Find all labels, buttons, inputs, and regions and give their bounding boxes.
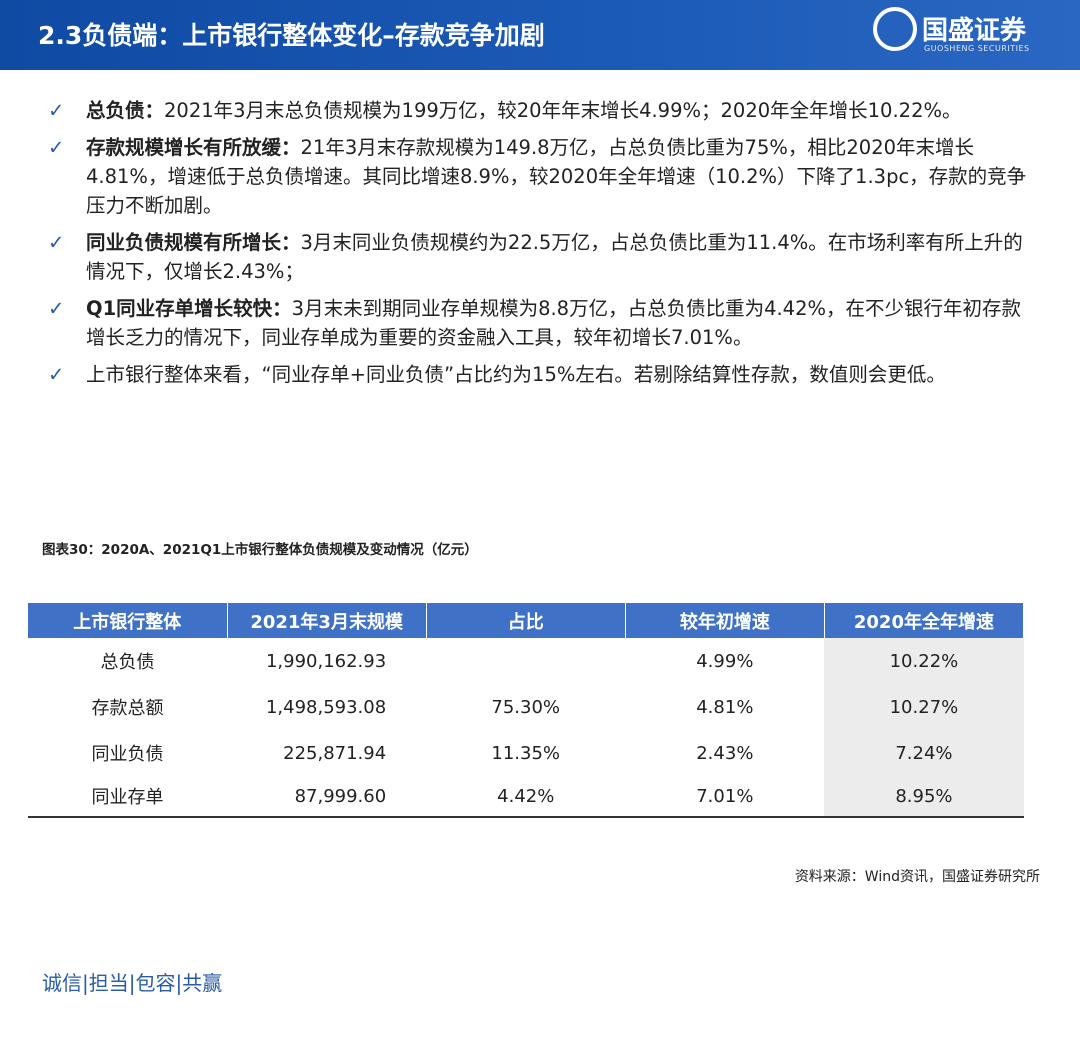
bullets: ✓ 总负债：2021年3月末总负债规模为199万亿，较20年年末增长4.99%；2…: [44, 96, 1034, 397]
check-icon: ✓: [48, 297, 65, 320]
table-cell: 4.81%: [696, 696, 754, 718]
header-cell: 2020年全年增速: [824, 603, 1025, 638]
bullet-lead: Q1同业存单增长较快：: [86, 297, 292, 320]
bullet: ✓ Q1同业存单增长较快：3月末未到期同业存单规模为8.8万亿，占总负债比重为4.…: [44, 294, 1034, 352]
table-cell: 7.01%: [625, 776, 825, 818]
bullet-lead: 存款规模增长有所放缓：: [86, 136, 301, 159]
bullet-text: 21年3月末存款规模为149.8万亿，占总负债比重为75%，相比2020年末增长…: [86, 136, 1027, 217]
table-cell: 同业存单: [28, 776, 228, 818]
table-cell: 10.27%: [824, 684, 1024, 730]
table-cell: 1,990,162.93: [265, 650, 387, 672]
bullet: ✓ 上市银行整体来看，“同业存单+同业负债”占比约为15%左右。若剔除结算性存款，…: [44, 360, 1034, 389]
bullet-text: 3月末同业负债规模约为22.5万亿，占总负债比重为11.4%。在市场利率有所上升…: [86, 231, 1023, 283]
logo: 国盛证券: [922, 16, 1027, 46]
table-cell: 存款总额: [91, 698, 164, 719]
logo-sub: GUOSHENG SECURITIES: [924, 44, 1030, 53]
table-cell: 2.43%: [696, 742, 754, 764]
table-cell: 75.30%: [491, 696, 561, 718]
bullet-text: 2021年3月末总负债规模为199万亿，较20年年末增长4.99%；2020年全…: [164, 99, 962, 122]
logo-mark: [873, 7, 917, 51]
bullet: ✓ 存款规模增长有所放缓：21年3月末存款规模为149.8万亿，占总负债比重为75…: [44, 133, 1034, 220]
table-cell: 225,871.94: [283, 742, 387, 764]
table-row: 总负债 1,990,162.93 4.99% 10.22%: [28, 638, 1024, 684]
bullet: ✓ 总负债：2021年3月末总负债规模为199万亿，较20年年末增长4.99%；2…: [44, 96, 1034, 125]
header-cell: 2021年3月末规模: [227, 603, 427, 638]
table-row: 同业存单 87,999.60 4.42% 7.01% 8.95%: [28, 776, 1024, 818]
table-cell: 87,999.60: [227, 776, 427, 818]
check-icon: ✓: [48, 99, 65, 122]
table-cell: 4.42%: [426, 776, 626, 818]
bullet: ✓ 同业负债规模有所增长：3月末同业负债规模约为22.5万亿，占总负债比重为11.…: [44, 228, 1034, 286]
check-icon: ✓: [48, 231, 65, 254]
table-cell: 4.99%: [696, 650, 754, 672]
table-cell: 11.35%: [491, 742, 561, 764]
bullet-lead: 总负债：: [86, 99, 165, 122]
table-body: 总负债 1,990,162.93 4.99% 10.22% 存款总额 1,498,593.…: [28, 638, 1024, 818]
table-cell: 8.95%: [824, 776, 1024, 818]
table-cell: [426, 638, 625, 684]
table-row: 存款总额 1,498,593.08 75.30% 4.81% 10.27%: [28, 684, 1024, 730]
header-title: 2.3负债端：上市银行整体变化–存款竞争加剧: [38, 21, 545, 50]
table-cell: 7.24%: [824, 730, 1024, 776]
check-icon: ✓: [48, 363, 65, 386]
table-cell: 同业负债: [91, 744, 164, 765]
table-cell: 1,498,593.08: [265, 696, 387, 718]
bullet-text: 上市银行整体来看，“同业存单+同业负债”占比约为15%左右。若剔除结算性存款，数…: [86, 363, 946, 386]
header-cell: 占比: [426, 603, 626, 638]
table-cell: 10.22%: [824, 638, 1024, 684]
table: 上市银行整体 2021年3月末规模 占比 较年初增速 2020年全年增速 总负债 1,99…: [28, 603, 1025, 818]
footer: 诚信|担当|包容|共赢: [42, 971, 223, 995]
header-cell: 较年初增速: [625, 603, 825, 638]
check-icon: ✓: [48, 136, 65, 159]
table-caption: 图表30：2020A、2021Q1上市银行整体负债规模及变动情况（亿元）: [42, 542, 478, 558]
table-header: 上市银行整体 2021年3月末规模 占比 较年初增速 2020年全年增速: [28, 603, 1025, 638]
header-cell: 上市银行整体: [28, 603, 228, 638]
table-row: 同业负债 225,871.94 11.35% 2.43% 7.24%: [28, 730, 1024, 776]
bullet-lead: 同业负债规模有所增长：: [86, 231, 301, 254]
source: 资料来源：Wind资讯，国盛证券研究所: [794, 869, 1040, 885]
bullet-text: 3月末未到期同业存单规模为8.8万亿，占总负债比重为4.42%，在不少银行年初存…: [86, 297, 1022, 349]
table-cell: 总负债: [100, 652, 155, 673]
header: 2.3负债端：上市银行整体变化–存款竞争加剧 国盛证券 GUOSHENG SEC…: [0, 0, 1080, 70]
